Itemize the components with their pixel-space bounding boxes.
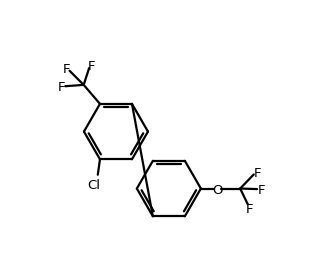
Text: F: F	[253, 167, 261, 180]
Text: Cl: Cl	[87, 179, 100, 192]
Text: F: F	[246, 203, 254, 216]
Text: O: O	[212, 184, 222, 196]
Text: F: F	[63, 62, 71, 76]
Text: F: F	[257, 184, 265, 197]
Text: F: F	[57, 81, 65, 94]
Text: F: F	[88, 60, 95, 73]
